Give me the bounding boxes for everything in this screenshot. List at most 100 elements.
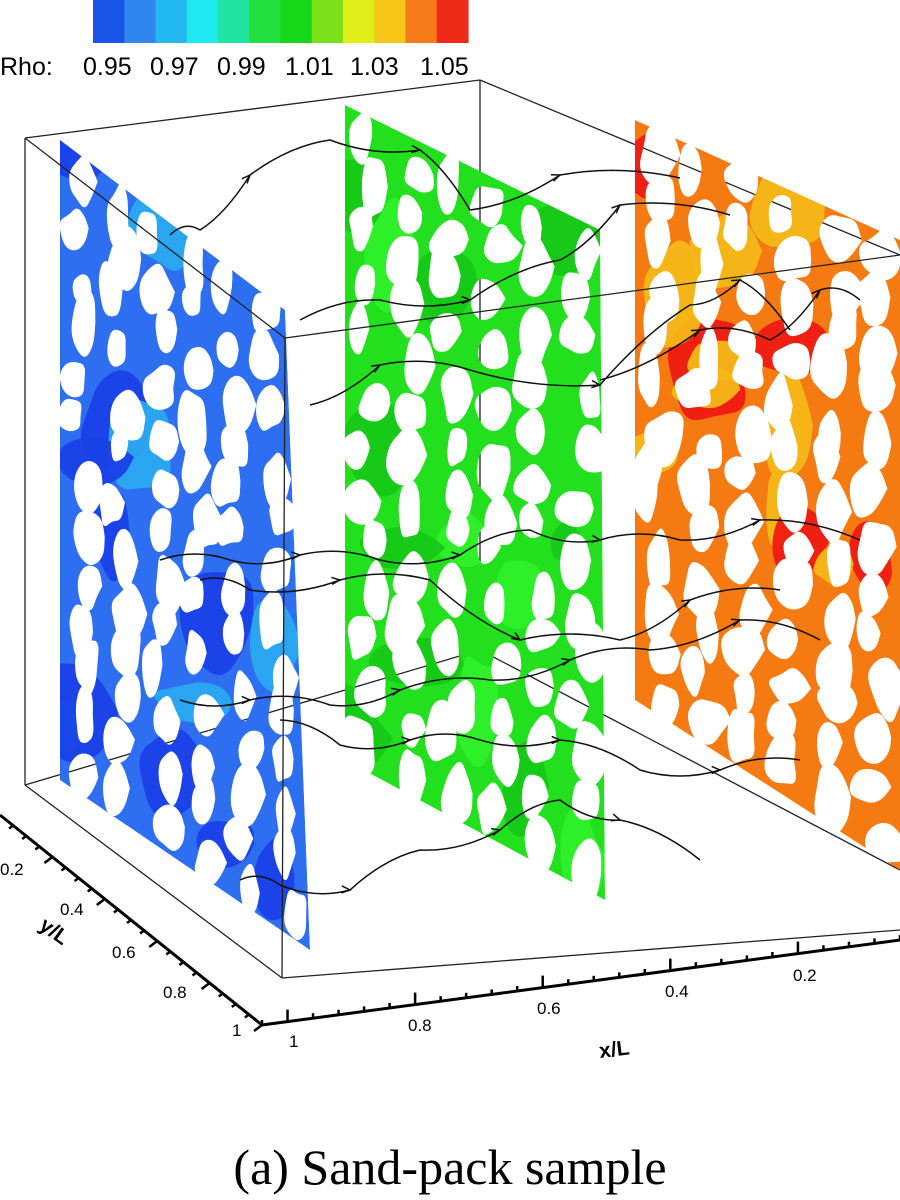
right-slice-patch — [689, 212, 762, 289]
streamlines — [159, 139, 861, 895]
right-slice-patch — [687, 340, 746, 381]
x-tick-label-4: 0.2 — [793, 966, 817, 985]
streamline-arrowhead — [560, 657, 572, 667]
y-axis-tick — [43, 856, 54, 864]
y-axis-tick — [34, 845, 41, 851]
y-axis-tick — [200, 982, 211, 990]
y-axis-tick — [148, 940, 158, 948]
streamline-arrowhead — [711, 765, 722, 775]
left-slice-patch — [154, 682, 233, 723]
streamline-4 — [159, 519, 861, 565]
streamline-arrowhead — [750, 517, 762, 527]
y-axis-tick — [165, 950, 172, 956]
x-tick-label-0: 1 — [289, 1032, 298, 1051]
colorbar — [93, 0, 469, 43]
x-tick-label-1: 0.8 — [408, 1016, 432, 1035]
y-axis-tick — [244, 1013, 250, 1019]
middle-slice-patch — [435, 512, 493, 567]
legend-level-0: 0.95 — [83, 53, 132, 81]
right-slice-patch — [671, 367, 741, 409]
colorbar-swatch-11 — [436, 0, 469, 43]
figure-caption: (a) Sand-pack sample — [233, 1139, 667, 1195]
left-slice-base — [60, 140, 310, 950]
colorbar-swatch-6 — [280, 0, 313, 43]
streamline-arrowhead — [730, 618, 742, 627]
colorbar-swatch-9 — [374, 0, 407, 43]
middle-slice-patch — [491, 560, 546, 629]
streamline-arrowhead — [591, 534, 602, 544]
legend-level-2: 0.99 — [217, 53, 266, 81]
right-slice-patch — [749, 317, 832, 373]
streamline-arrowhead — [490, 827, 502, 837]
y-axis-tick — [8, 824, 14, 830]
streamline-arrowhead — [331, 576, 342, 586]
right-slice-patch — [849, 521, 892, 594]
streamline-arrowhead — [241, 695, 252, 705]
left-slice-patch — [249, 598, 302, 693]
streamline-arrowhead — [611, 203, 622, 214]
left-slice-patch — [60, 437, 134, 486]
colorbar-swatch-4 — [218, 0, 250, 43]
streamline-1 — [299, 202, 731, 321]
y-tick-label-1: 0.4 — [60, 900, 84, 919]
y-axis-tick — [126, 919, 132, 924]
right-slice-patch — [635, 429, 678, 473]
left-slice-patch — [139, 728, 208, 817]
right-slice-patch — [643, 240, 704, 348]
streamline-arrowhead — [461, 295, 472, 305]
streamline-arrowhead — [391, 687, 402, 696]
legend-level-1: 0.97 — [150, 53, 199, 81]
right-slice-patch — [635, 134, 669, 199]
streamline-arrowhead — [730, 279, 742, 288]
middle-slice-patch — [364, 197, 419, 313]
x-tick-label-3: 0.4 — [665, 982, 689, 1001]
y-axis-tick — [231, 1003, 237, 1008]
y-tick-label-3: 0.8 — [163, 983, 187, 1002]
y-axis-tick — [86, 887, 93, 893]
streamline-5 — [199, 573, 781, 641]
colorbar-swatch-1 — [124, 0, 157, 43]
colorbar-swatch-8 — [343, 0, 375, 43]
y-axis-tick — [217, 992, 224, 998]
colorbar-swatch-3 — [186, 0, 219, 43]
streamline-arrowhead — [690, 329, 702, 338]
streamline-arrowhead — [341, 885, 352, 894]
x-axis-title: x/L — [598, 1036, 631, 1063]
left-slice-patch — [91, 488, 130, 582]
streamline-arrowhead — [370, 364, 382, 373]
middle-slice-patch — [345, 684, 394, 777]
left-slice-patch — [196, 821, 255, 869]
streamline-arrowhead — [401, 736, 412, 745]
middle-slice-patch — [455, 656, 499, 768]
y-axis-tick — [113, 908, 119, 914]
right-slice-patch — [749, 153, 825, 248]
middle-slice-patch — [501, 741, 550, 837]
streamline-6 — [179, 619, 821, 707]
streamline-arrowhead — [291, 551, 302, 560]
colorbar-swatch-7 — [311, 0, 344, 43]
streamline-arrowhead — [680, 599, 692, 608]
middle-slice-patch — [560, 802, 605, 900]
streamline-arrowhead — [550, 173, 562, 182]
streamline-arrowhead — [411, 144, 422, 154]
colorbar-legend: Rho: 0.95 0.97 0.99 1.01 1.03 1.05 — [0, 53, 469, 81]
y-tick-label-2: 0.6 — [112, 943, 136, 962]
legend-level-3: 1.01 — [285, 53, 334, 81]
x-tick-label-2: 0.6 — [537, 999, 561, 1018]
right-slice-patch — [813, 543, 854, 586]
left-slice-patch — [252, 836, 295, 921]
box-front-edges — [24, 137, 900, 979]
y-axis-tick — [191, 971, 198, 977]
streamline-arrowhead — [451, 551, 462, 560]
streamline-arrowhead — [591, 379, 602, 389]
legend-variable-label: Rho: — [0, 53, 53, 81]
right-slice — [635, 120, 900, 870]
middle-slice-patch — [359, 527, 446, 569]
colorbar-swatch-10 — [405, 0, 438, 43]
y-axis-tick — [60, 866, 67, 872]
streamline-arrowhead — [511, 632, 522, 642]
middle-slice-patch — [345, 159, 382, 233]
left-slice-patch — [60, 663, 119, 763]
middle-slice-patch — [408, 249, 480, 332]
x-axis: 1 0.8 0.6 0.4 0.2 x/L — [260, 935, 900, 1063]
